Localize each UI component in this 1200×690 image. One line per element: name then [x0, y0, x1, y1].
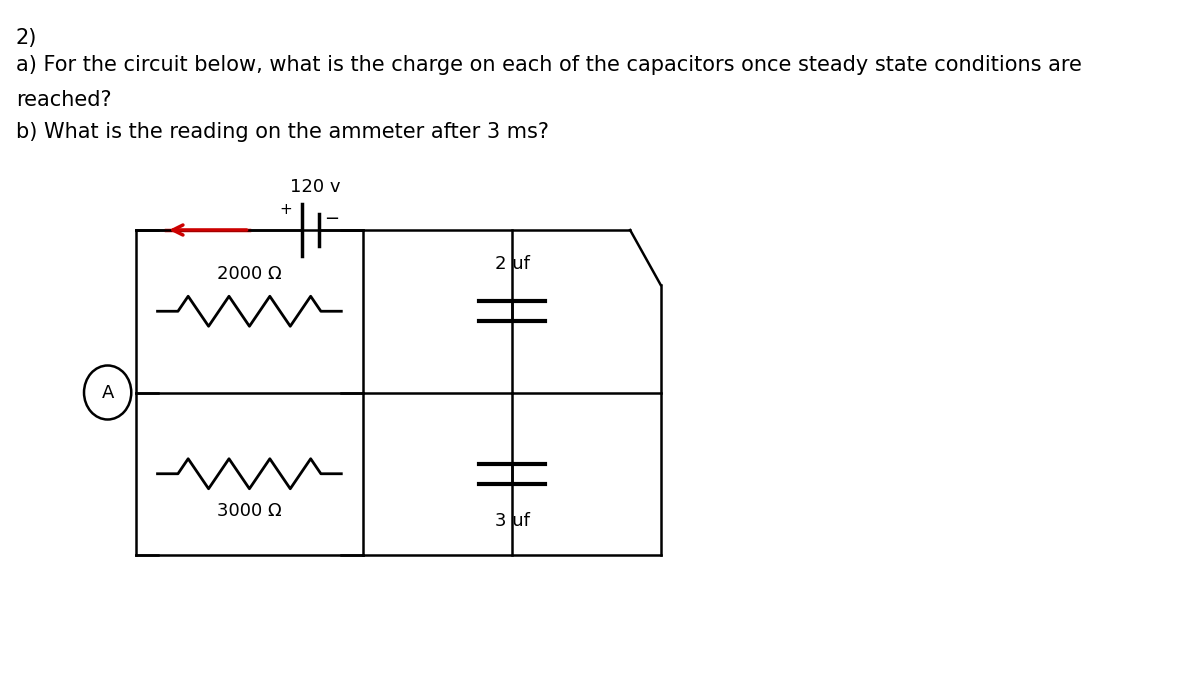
Text: A: A	[102, 384, 114, 402]
Text: reached?: reached?	[16, 90, 112, 110]
Text: b) What is the reading on the ammeter after 3 ms?: b) What is the reading on the ammeter af…	[16, 122, 548, 142]
Text: a) For the circuit below, what is the charge on each of the capacitors once stea: a) For the circuit below, what is the ch…	[16, 55, 1081, 75]
Text: −: −	[324, 210, 340, 228]
Text: 2): 2)	[16, 28, 37, 48]
Text: 2 uf: 2 uf	[494, 255, 529, 273]
Text: +: +	[280, 201, 293, 217]
Text: 3000 Ω: 3000 Ω	[217, 502, 282, 520]
Text: 3 uf: 3 uf	[494, 512, 529, 530]
Text: 2000 Ω: 2000 Ω	[217, 265, 282, 284]
Text: 120 v: 120 v	[290, 178, 341, 196]
